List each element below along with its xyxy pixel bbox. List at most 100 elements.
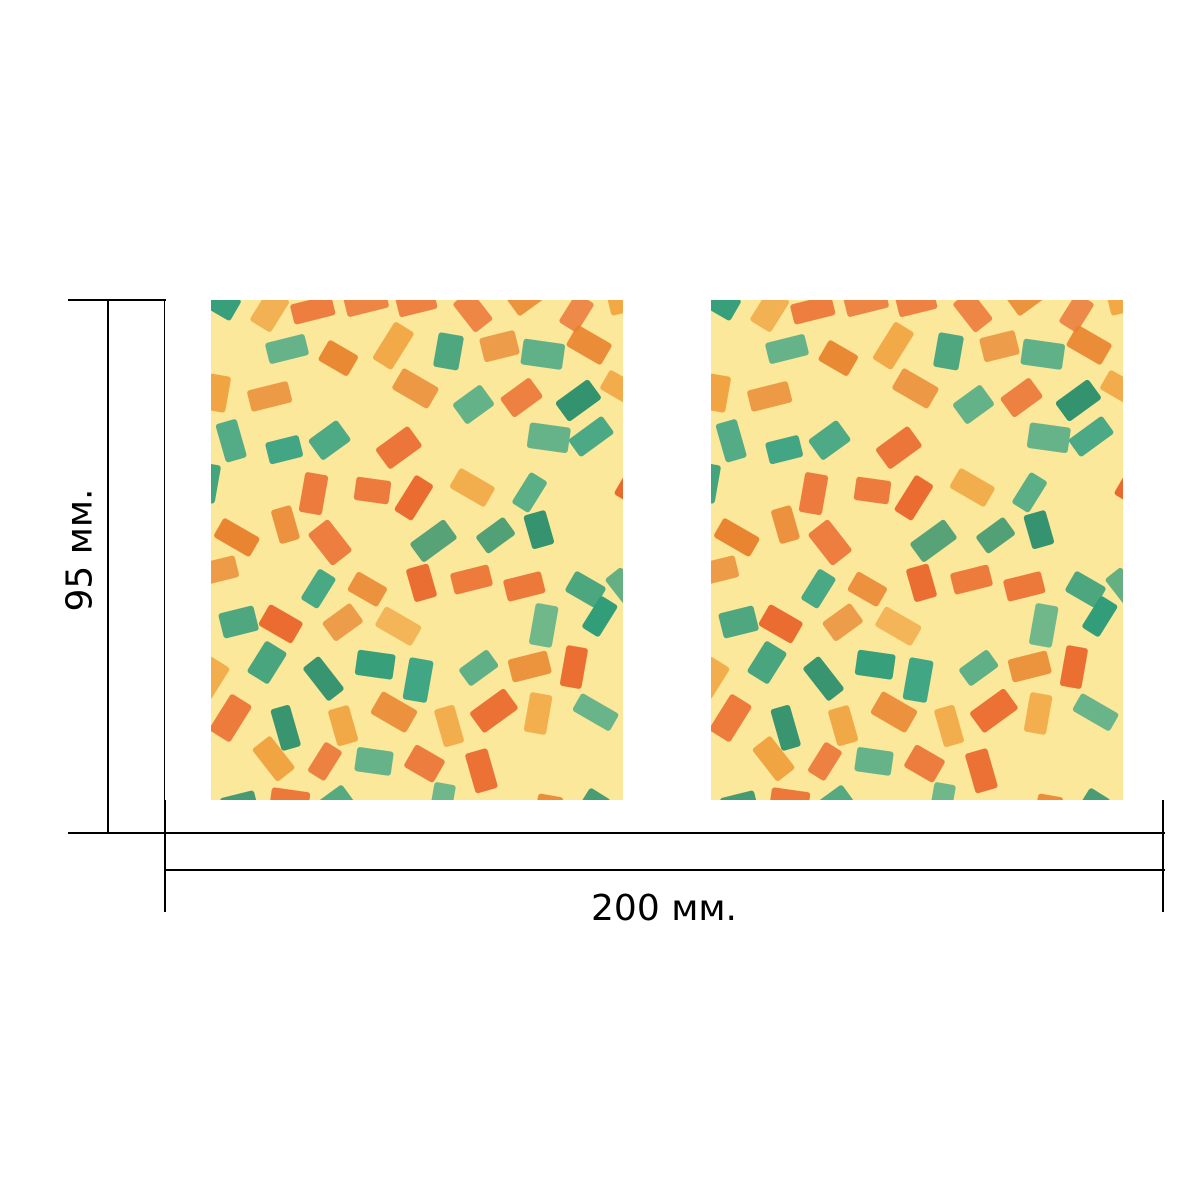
brush-stroke [376,426,422,469]
brush-stroke [459,650,499,686]
brush-stroke [1023,510,1055,549]
brush-stroke [453,385,494,424]
brush-stroke [605,567,623,606]
brush-stroke [798,472,829,516]
brush-stroke [479,330,520,363]
brush-stroke [559,300,594,332]
pattern-svg [711,300,1123,800]
brush-stroke [301,569,336,609]
brush-stroke [976,517,1015,554]
brush-stroke [600,370,623,407]
brush-stroke [711,657,730,699]
brush-stroke [1059,645,1088,689]
brush-stroke [214,518,260,557]
brush-stroke [711,462,721,504]
brush-stroke [929,782,956,800]
brush-stroke [303,656,344,701]
brush-stroke [1007,650,1052,683]
brush-stroke [1026,422,1071,454]
brush-stroke [765,435,803,465]
brush-stroke [711,300,741,321]
brush-stroke [247,381,292,412]
brush-stroke [822,603,863,641]
brush-stroke [720,790,759,800]
brush-stroke [876,426,922,469]
brush-stroke [769,787,811,800]
brush-stroke [750,300,789,332]
brush-stroke [1059,300,1094,332]
brush-stroke [211,657,230,699]
brush-stroke [808,420,851,460]
brush-stroke [572,693,619,731]
brush-stroke [808,519,852,566]
brush-stroke [450,468,495,507]
brush-stroke [529,603,559,648]
brush-stroke [803,656,844,701]
brush-stroke [394,475,433,521]
brush-stroke [758,604,803,644]
brush-stroke [211,462,221,504]
brush-stroke [959,650,999,686]
height-label: 95 мм. [59,488,101,612]
width-label: 200 мм. [591,888,737,929]
brush-stroke [476,517,515,554]
brush-stroke [1066,325,1112,365]
brush-stroke [1006,300,1049,316]
brush-stroke [854,747,894,776]
brush-stroke [894,300,938,318]
pattern-panel-left [211,300,623,800]
brush-stroke [950,564,993,595]
height-dimension-line [107,299,109,834]
brush-stroke [298,472,329,516]
brush-stroke [526,422,571,454]
brush-stroke [906,563,937,602]
brush-stroke [582,596,618,637]
height-guide-line [164,299,165,834]
brush-stroke [211,373,231,413]
brush-stroke [979,330,1020,363]
brush-stroke [215,419,247,463]
brush-stroke [714,518,760,557]
brush-stroke [904,744,945,783]
brush-stroke [370,691,418,733]
brush-stroke [1024,692,1053,735]
brush-stroke [354,747,394,776]
brush-stroke [392,368,439,409]
brush-stroke [711,555,739,585]
width-left-tick [164,800,166,912]
brush-stroke [465,748,498,794]
brush-stroke [211,694,252,742]
brush-stroke [715,419,747,463]
brush-stroke [559,645,588,689]
brush-stroke [847,571,887,607]
brush-stroke [810,785,854,800]
brush-stroke [433,332,464,371]
brush-stroke [771,505,800,544]
brush-stroke [520,338,565,370]
brush-stroke [453,300,493,333]
brush-stroke [434,704,464,748]
brush-stroke [211,555,239,585]
brush-stroke [711,373,731,413]
brush-stroke [970,688,1018,733]
brush-stroke [410,519,457,562]
brush-stroke [894,475,933,521]
brush-stroke [328,705,359,747]
brush-stroke [290,300,336,325]
brush-stroke [1003,571,1046,602]
brush-stroke [933,332,964,371]
width-right-tick [1162,800,1164,912]
brush-stroke [566,325,612,365]
brush-stroke [347,571,387,607]
brush-stroke [569,416,614,457]
brush-stroke [429,782,456,800]
brush-stroke [843,300,889,317]
brush-stroke [606,300,623,316]
brush-stroke [220,790,259,800]
pattern-panel-right [711,300,1123,800]
brush-stroke [1029,603,1059,648]
brush-stroke [854,649,896,680]
brush-stroke [322,603,363,641]
brush-stroke [269,787,311,800]
brush-stroke [892,368,939,409]
